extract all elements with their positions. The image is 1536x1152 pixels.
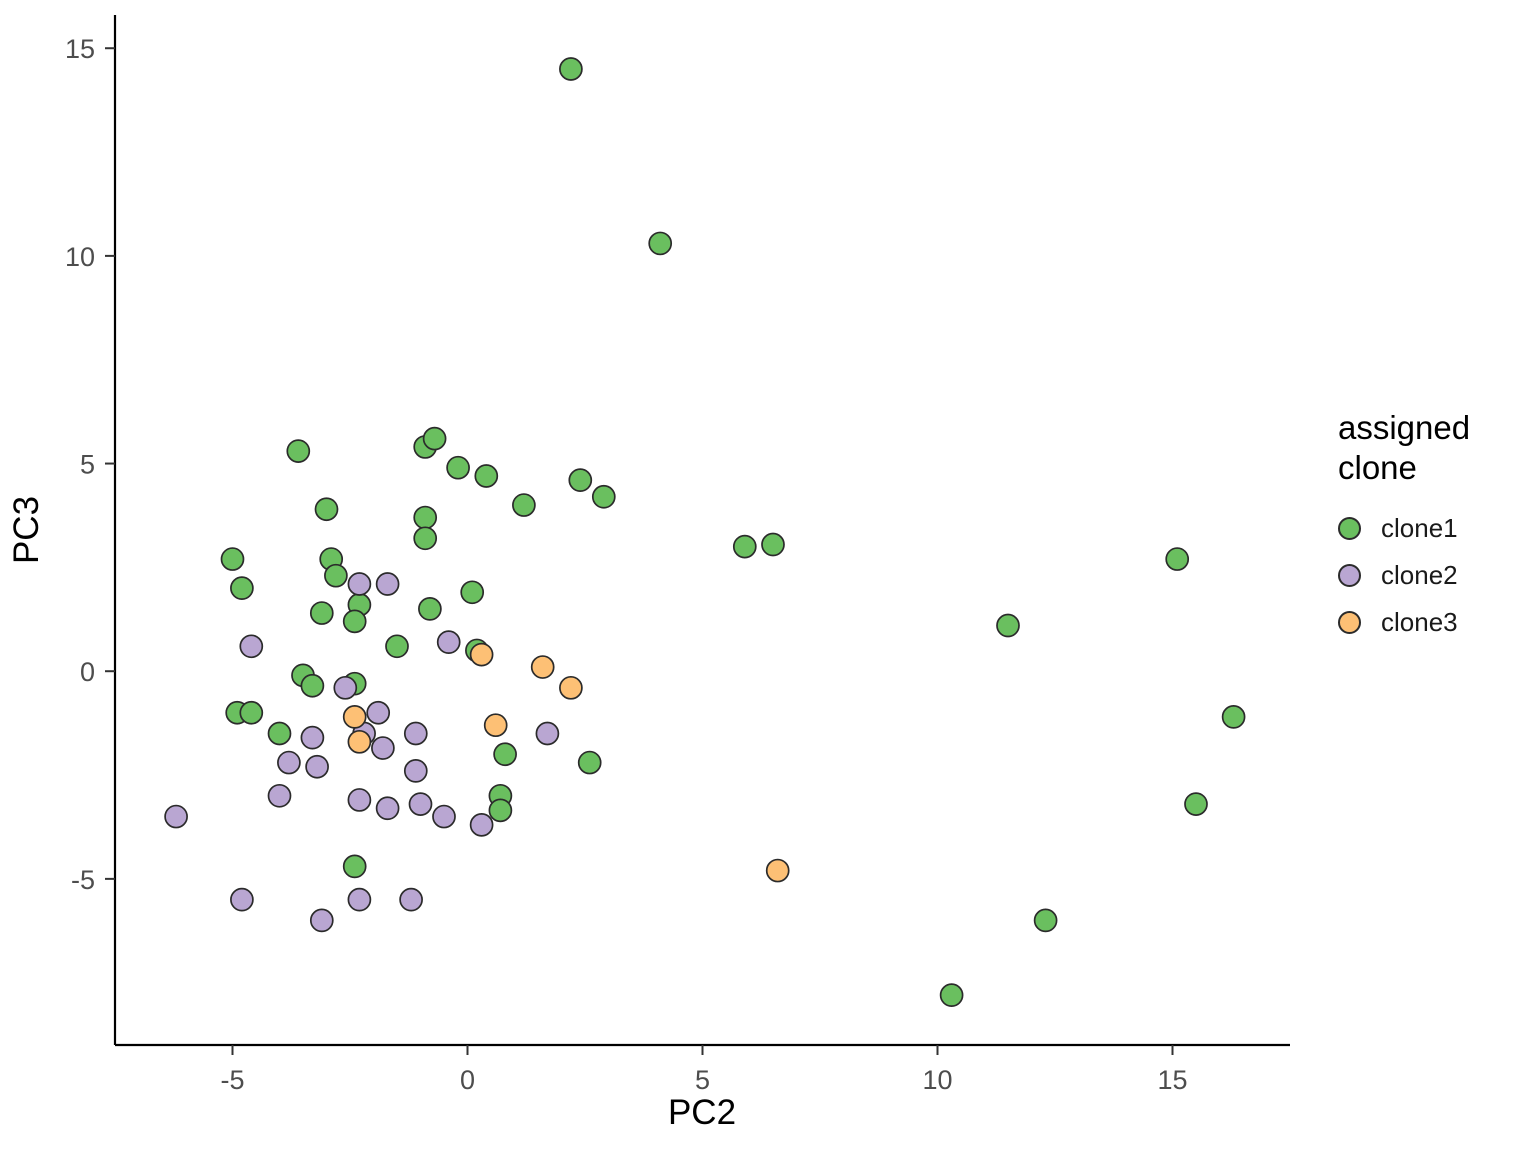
data-point-clone2: [164, 804, 188, 829]
data-point-clone1: [591, 484, 616, 509]
data-point-clone1: [568, 468, 593, 493]
data-point-clone1: [267, 721, 292, 746]
y-axis-title: PC3: [7, 496, 46, 564]
data-point-clone2: [230, 887, 254, 912]
data-point-clone2: [333, 675, 358, 700]
data-point-clone1: [309, 601, 334, 625]
data-point-clone2: [403, 721, 428, 746]
legend-label-clone2: clone2: [1381, 559, 1458, 590]
data-point-clone1: [314, 497, 339, 522]
x-axis-title: PC2: [668, 1093, 736, 1132]
data-point-clone1: [418, 597, 442, 621]
data-point-clone2: [375, 796, 400, 821]
data-point-clone1: [648, 231, 673, 256]
data-point-clone1: [342, 609, 367, 634]
data-point-clone2: [239, 634, 264, 659]
data-point-clone1: [446, 455, 470, 480]
data-point-clone2: [403, 759, 428, 783]
data-point-clone1: [413, 505, 438, 530]
data-point-clone1: [1184, 792, 1208, 816]
legend-item-clone2: clone2: [1338, 560, 1534, 591]
points-group: [164, 57, 1246, 1008]
data-point-clone1: [577, 750, 602, 775]
data-point-clone2: [408, 792, 433, 816]
data-point-clone3: [765, 858, 790, 883]
data-point-clone3: [342, 705, 367, 729]
data-point-clone3: [559, 675, 583, 700]
legend-item-clone3: clone3: [1338, 607, 1534, 638]
legend-swatch-clone3: [1338, 610, 1361, 634]
data-point-clone3: [469, 642, 494, 667]
data-point-clone2: [432, 804, 456, 829]
data-point-clone2: [300, 725, 325, 750]
data-point-clone3: [347, 729, 372, 754]
data-point-clone1: [474, 464, 499, 488]
data-point-clone2: [535, 721, 560, 746]
data-point-clone1: [324, 563, 348, 588]
data-point-clone1: [385, 634, 409, 659]
legend-items: clone1 clone2 clone3: [1338, 513, 1534, 638]
data-point-clone2: [309, 908, 334, 933]
legend-label-clone1: clone1: [1381, 512, 1458, 543]
data-point-clone2: [347, 788, 372, 812]
axes-group: -5 0 5 10 15 -5 0 5 10 15: [65, 15, 1290, 1095]
data-point-clone1: [460, 580, 485, 605]
legend-title: assigned clone: [1338, 409, 1471, 487]
data-point-clone1: [512, 493, 536, 517]
data-point-clone1: [413, 526, 438, 551]
data-point-clone1: [559, 57, 583, 81]
data-point-clone2: [305, 754, 329, 779]
data-point-clone1: [239, 700, 264, 725]
data-point-clone2: [371, 736, 395, 760]
data-point-clone1: [996, 613, 1020, 638]
data-point-clone1: [422, 426, 447, 451]
data-point-clone2: [267, 783, 292, 808]
x-tick-label: 0: [460, 1065, 475, 1095]
data-point-clone1: [732, 534, 757, 559]
data-point-clone2: [366, 700, 391, 725]
data-point-clone1: [1033, 908, 1058, 933]
x-tick-label: 10: [922, 1065, 952, 1095]
legend-swatch-clone2: [1338, 563, 1361, 587]
data-point-clone1: [230, 576, 254, 600]
data-point-clone2: [399, 887, 423, 912]
y-tick-label: 10: [65, 242, 95, 272]
legend-label-clone3: clone3: [1381, 606, 1458, 637]
data-point-clone2: [436, 630, 461, 654]
data-point-clone2: [347, 887, 372, 912]
legend-swatch-clone1: [1338, 516, 1361, 540]
legend-item-clone1: clone1: [1338, 513, 1534, 544]
legend: assigned clone clone1 clone2 clone3: [1338, 408, 1534, 654]
data-point-clone1: [220, 547, 245, 571]
y-tick-label: 0: [80, 657, 95, 687]
y-tick-label: -5: [71, 865, 95, 895]
data-point-clone2: [375, 572, 400, 596]
data-point-clone1: [342, 854, 367, 879]
data-point-clone1: [286, 439, 311, 463]
data-point-clone2: [277, 750, 301, 775]
data-point-clone2: [469, 813, 494, 837]
data-point-clone1: [488, 798, 513, 823]
data-point-clone1: [761, 532, 785, 557]
data-point-clone1: [939, 983, 964, 1008]
data-point-clone1: [1221, 705, 1246, 729]
x-tick-label: 15: [1157, 1065, 1187, 1095]
x-tick-label: 5: [695, 1065, 710, 1095]
data-point-clone3: [530, 655, 555, 679]
y-tick-label: 15: [65, 34, 95, 64]
x-tick-label: -5: [220, 1065, 244, 1095]
data-point-clone2: [347, 572, 372, 596]
data-point-clone1: [1165, 547, 1190, 571]
data-point-clone1: [493, 742, 517, 767]
y-tick-label: 5: [80, 450, 95, 480]
data-point-clone1: [300, 673, 325, 698]
data-point-clone3: [483, 713, 508, 738]
